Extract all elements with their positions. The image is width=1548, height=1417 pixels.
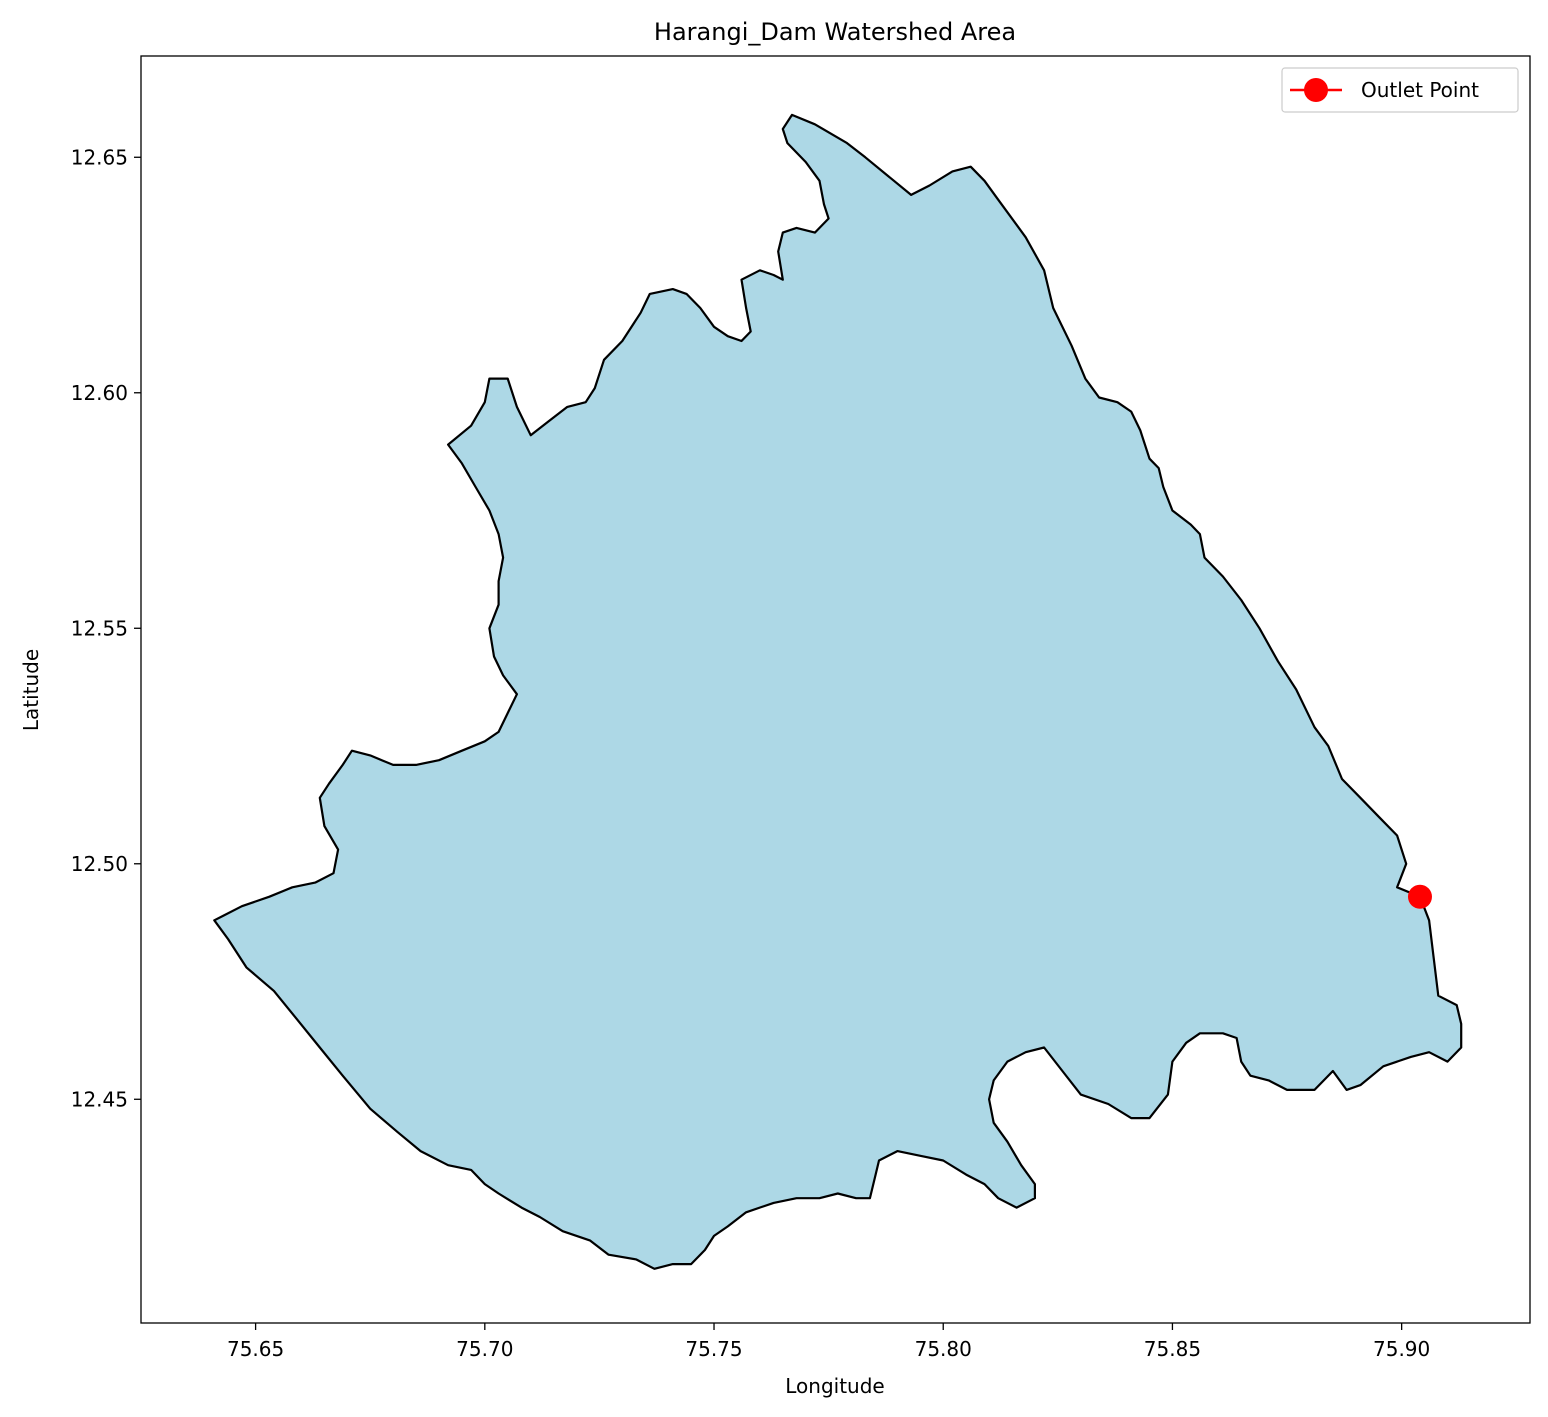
plot-area	[213, 113, 1463, 1270]
watershed-polygon	[213, 113, 1463, 1270]
x-axis-label: Longitude	[785, 1374, 884, 1398]
legend: Outlet Point	[1281, 67, 1519, 113]
legend-marker	[1304, 78, 1328, 102]
chart-title: Harangi_Dam Watershed Area	[654, 18, 1016, 46]
x-tick-label: 75.90	[1373, 1337, 1430, 1361]
x-axis-ticks: 75.65 75.70 75.75 75.80 75.85 75.90	[227, 1323, 1430, 1361]
y-tick-label: 12.65	[71, 145, 128, 169]
outlet-point	[1407, 884, 1432, 909]
y-axis-label: Latitude	[19, 649, 43, 731]
axes-frame	[140, 55, 1531, 1324]
x-tick-label: 75.70	[456, 1337, 513, 1361]
x-tick-label: 75.65	[227, 1337, 284, 1361]
y-tick-label: 12.60	[71, 381, 128, 405]
y-tick-label: 12.45	[71, 1087, 128, 1111]
legend-label-outlet-point: Outlet Point	[1361, 78, 1479, 102]
x-tick-label: 75.75	[685, 1337, 742, 1361]
y-axis-ticks: 12.45 12.50 12.55 12.60 12.65	[71, 145, 141, 1111]
x-tick-label: 75.80	[915, 1337, 972, 1361]
y-tick-label: 12.50	[71, 852, 128, 876]
outlet-point-marker	[1407, 884, 1432, 909]
legend-box	[1281, 67, 1519, 113]
x-tick-label: 75.85	[1144, 1337, 1201, 1361]
y-tick-label: 12.55	[71, 616, 128, 640]
